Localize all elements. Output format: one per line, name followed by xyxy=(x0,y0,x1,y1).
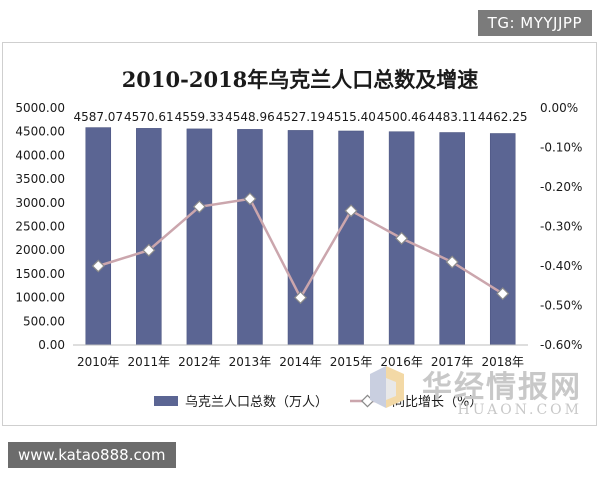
bar-data-label: 4500.46 xyxy=(377,110,427,124)
bar xyxy=(287,130,314,346)
watermark-site-en: HUAON.COM xyxy=(457,402,582,418)
watermark-tag-top: TG: MYYJJPP xyxy=(477,10,592,36)
y-right-tick-label: 0.00% xyxy=(540,101,578,115)
x-tick-label: 2017年 xyxy=(431,355,474,369)
bar-data-label: 4483.11 xyxy=(427,110,477,124)
watermark-site-cn: 华经情报网 xyxy=(422,370,582,405)
bar-data-label: 4515.40 xyxy=(326,110,376,124)
chart-title: 2010-2018年乌克兰人口总数及增速 xyxy=(121,67,479,92)
bar xyxy=(489,133,516,346)
bar-data-label: 4548.96 xyxy=(225,110,275,124)
y-right-tick-label: -0.50% xyxy=(540,299,582,313)
growth-marker xyxy=(91,259,105,273)
legend-label-bar: 乌克兰人口总数（万人） xyxy=(185,394,328,410)
x-tick-label: 2018年 xyxy=(481,355,524,369)
y-left-tick-label: 500.00 xyxy=(23,314,65,328)
y-left-tick-label: 4000.00 xyxy=(15,148,65,162)
y-left-tick-label: 4500.00 xyxy=(15,125,65,139)
bar-data-label: 4559.33 xyxy=(175,110,225,124)
growth-marker xyxy=(445,255,459,269)
y-right-tick-label: -0.60% xyxy=(540,338,582,352)
watermark-tag-bottom: www.katao888.com xyxy=(8,442,176,468)
y-right-tick-label: -0.40% xyxy=(540,259,582,273)
y-left-tick-label: 3000.00 xyxy=(15,196,65,210)
y-right-tick-label: -0.10% xyxy=(540,141,582,155)
watermark-site: 华经情报网 HUAON.COM xyxy=(370,362,582,418)
bar-data-label: 4527.19 xyxy=(276,110,326,124)
bar xyxy=(338,130,364,346)
watermark-logo xyxy=(370,366,404,408)
x-tick-label: 2015年 xyxy=(330,355,373,369)
legend-swatch-bar xyxy=(154,396,178,406)
y-left-tick-label: 1000.00 xyxy=(15,291,65,305)
x-tick-label: 2011年 xyxy=(128,355,171,369)
y-left-tick-label: 2000.00 xyxy=(15,243,65,257)
y-left-tick-label: 1500.00 xyxy=(15,267,65,281)
bar xyxy=(237,129,263,346)
x-tick-label: 2016年 xyxy=(380,355,423,369)
growth-marker xyxy=(243,192,257,206)
x-tick-label: 2012年 xyxy=(178,355,221,369)
growth-marker xyxy=(344,204,358,218)
growth-marker xyxy=(395,231,409,245)
y-right-tick-label: -0.20% xyxy=(540,180,582,194)
bar xyxy=(136,128,162,346)
y-left-tick-label: 2500.00 xyxy=(15,220,65,234)
bar-data-label: 4462.25 xyxy=(478,110,528,124)
y-left-tick-label: 0.00 xyxy=(38,338,65,352)
growth-marker xyxy=(192,200,206,214)
growth-marker xyxy=(496,287,510,301)
x-tick-label: 2014年 xyxy=(279,355,322,369)
y-left-tick-label: 5000.00 xyxy=(15,101,65,115)
bar-data-label: 4587.07 xyxy=(73,110,123,124)
bar xyxy=(85,127,112,346)
x-tick-label: 2010年 xyxy=(77,355,120,369)
y-left-tick-label: 3500.00 xyxy=(15,172,65,186)
x-tick-label: 2013年 xyxy=(229,355,272,369)
legend-label-line: 同比增长（%） xyxy=(392,395,482,410)
growth-marker xyxy=(293,291,308,305)
growth-marker xyxy=(142,243,156,257)
bar xyxy=(439,132,465,346)
y-right-tick-label: -0.30% xyxy=(540,220,582,234)
bar xyxy=(186,128,213,346)
bar-data-label: 4570.61 xyxy=(124,110,174,124)
